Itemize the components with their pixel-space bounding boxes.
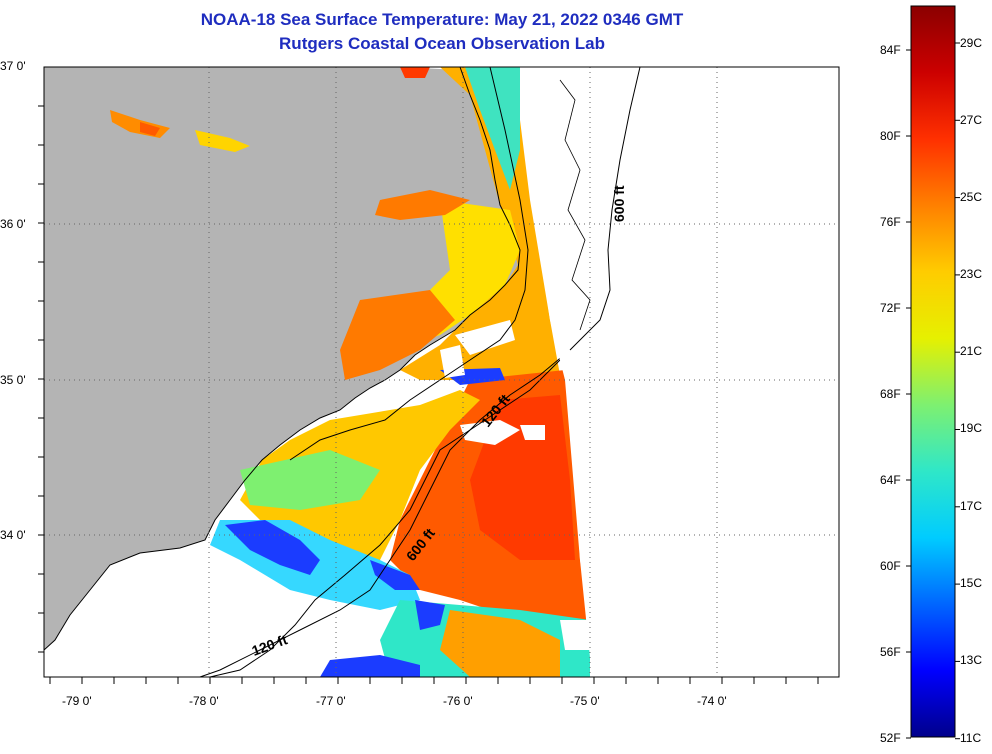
lon-label-79: -79 0' [62,694,92,708]
colorbar-f-80: 80F [880,129,901,143]
lon-ticks [49,677,819,684]
colorbar-c-17: 17C [960,499,983,513]
isobath-label-600ft-north: 600 ft [611,185,627,222]
colorbar-f-84: 84F [880,43,901,57]
colorbar-f-60: 60F [880,559,901,573]
lat-label-35: 35 0' [0,373,26,387]
lat-label-34: 34 0' [0,528,26,542]
colorbar-f-52: 52F [880,731,901,745]
colorbar-c-19: 19C [960,421,983,435]
colorbar-f-76: 76F [880,215,901,229]
colorbar-c-27: 27C [960,113,983,127]
lat-label-36: 36 0' [0,217,26,231]
isobath-120ft [209,359,561,677]
colorbar-c-25: 25C [960,190,983,204]
graticule [44,67,839,677]
sst-swath [110,67,590,677]
lon-label-76: -76 0' [443,694,473,708]
lat-label-37: 37 0' [0,59,26,73]
lat-ticks [38,105,44,653]
map-title: NOAA-18 Sea Surface Temperature: May 21,… [200,10,684,29]
colorbar-c-13: 13C [960,653,983,667]
colorbar-f-64: 64F [880,473,901,487]
lon-label-77: -77 0' [316,694,346,708]
colorbar-c-29: 29C [960,36,983,50]
colorbar-c-15: 15C [960,576,983,590]
colorbar-f-72: 72F [880,301,901,315]
colorbar-c-11: 11C [960,731,982,745]
lon-label-78: -78 0' [189,694,219,708]
barrier-islands [289,67,529,461]
map-subtitle: Rutgers Coastal Ocean Observation Lab [279,34,605,53]
coastline [44,67,521,651]
colorbar-f-56: 56F [880,645,901,659]
lon-label-74: -74 0' [697,694,727,708]
colorbar-f-68: 68F [880,387,901,401]
lon-label-75: -75 0' [570,694,600,708]
colorbar-c-21: 21C [960,344,983,358]
colorbar-c-23: 23C [960,267,983,281]
colorbar [910,5,956,738]
